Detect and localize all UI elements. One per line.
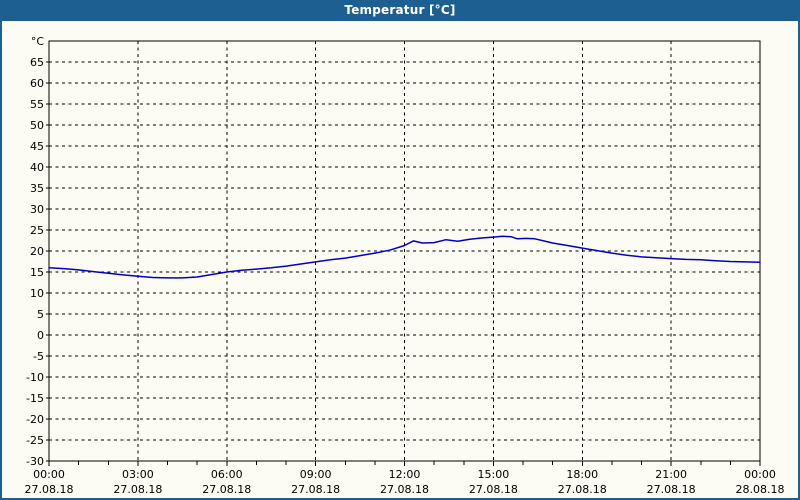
y-tick-label: -20 bbox=[26, 413, 44, 426]
x-tick-time-label: 00:00 bbox=[33, 468, 65, 481]
chart-area: 65 60 55 50 45 40 35 30 25 20 15 10 5 0 -5 -10 -15 -20 -25… bbox=[0, 21, 800, 500]
y-tick-label: -30 bbox=[26, 455, 44, 468]
y-tick-label: -10 bbox=[26, 371, 44, 384]
y-tick-label: 10 bbox=[30, 287, 44, 300]
x-tick-time-label: 09:00 bbox=[300, 468, 332, 481]
x-tick-date-label: 27.08.18 bbox=[647, 483, 696, 496]
y-tick-label: -25 bbox=[26, 434, 44, 447]
x-tick-time-label: 18:00 bbox=[566, 468, 598, 481]
y-tick-label: 20 bbox=[30, 245, 44, 258]
x-tick-date-label: 28.08.18 bbox=[736, 483, 785, 496]
y-tick-label: 15 bbox=[30, 266, 44, 279]
x-tick-date-label: 27.08.18 bbox=[113, 483, 162, 496]
temperature-series-line bbox=[48, 235, 761, 279]
x-tick-date-label: 27.08.18 bbox=[291, 483, 340, 496]
x-tick-time-label: 06:00 bbox=[211, 468, 243, 481]
x-tick-time-label: 00:00 bbox=[744, 468, 776, 481]
y-tick-label: 50 bbox=[30, 119, 44, 132]
y-tick-label: -5 bbox=[33, 350, 44, 363]
y-tick-label: 5 bbox=[37, 308, 44, 321]
x-tick-time-label: 03:00 bbox=[122, 468, 154, 481]
x-tick-date-label: 27.08.18 bbox=[558, 483, 607, 496]
y-tick-label: 30 bbox=[30, 203, 44, 216]
y-axis-unit-label: °C bbox=[31, 35, 45, 48]
y-tick-label: 35 bbox=[30, 182, 44, 195]
y-tick-label: 65 bbox=[30, 56, 44, 69]
x-tick-date-label: 27.08.18 bbox=[25, 483, 74, 496]
x-tick-date-label: 27.08.18 bbox=[380, 483, 429, 496]
y-tick-label: 45 bbox=[30, 140, 44, 153]
y-tick-label: 60 bbox=[30, 77, 44, 90]
window-title: Temperatur [°C] bbox=[344, 3, 456, 17]
y-tick-label: 0 bbox=[37, 329, 44, 342]
temperature-chart: 65605550454035302520151050-5-10-15-20-25… bbox=[25, 35, 785, 496]
x-tick-time-label: 12:00 bbox=[389, 468, 421, 481]
x-tick-time-label: 15:00 bbox=[478, 468, 510, 481]
y-tick-label: 40 bbox=[30, 161, 44, 174]
y-tick-label: 55 bbox=[30, 98, 44, 111]
window-titlebar: Temperatur [°C] bbox=[0, 0, 800, 21]
y-tick-label: -15 bbox=[26, 392, 44, 405]
x-tick-date-label: 27.08.18 bbox=[469, 483, 518, 496]
x-tick-time-label: 21:00 bbox=[655, 468, 687, 481]
x-tick-date-label: 27.08.18 bbox=[202, 483, 251, 496]
y-tick-label: 25 bbox=[30, 224, 44, 237]
